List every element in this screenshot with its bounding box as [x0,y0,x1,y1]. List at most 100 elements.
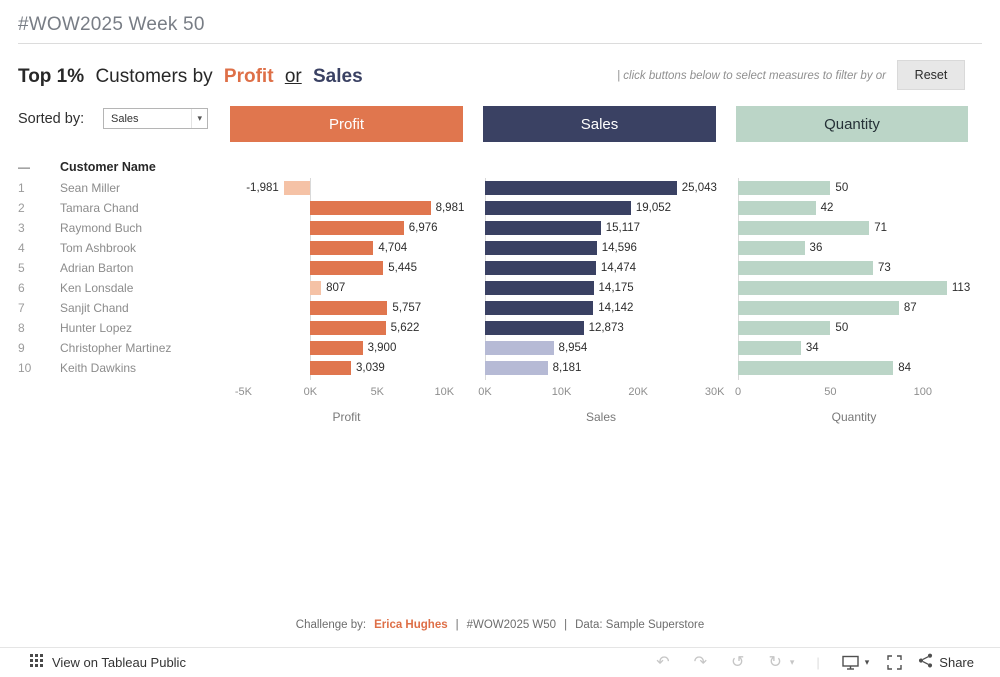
quantity-bar[interactable] [738,201,816,215]
sales-bar[interactable] [485,281,594,295]
profit-bar[interactable] [283,181,311,195]
sales-bar[interactable] [485,181,677,195]
device-layout-icon[interactable] [842,655,859,670]
title-customers-by: Customers by [95,66,213,87]
bar-value-label: 50 [835,322,849,334]
measure-button-profit[interactable]: Profit [230,106,463,142]
axis-tick-label: 0K [478,386,492,398]
reset-button[interactable]: Reset [897,60,965,90]
sales-bar[interactable] [485,201,631,215]
title-profit-word: Profit [223,66,274,87]
revert-icon[interactable]: ↺ [731,654,745,671]
quantity-bar[interactable] [738,321,831,335]
customer-name-cell[interactable]: Sean Miller [60,181,121,195]
table-row[interactable]: 8 Hunter Lopez [18,318,223,338]
table-row[interactable]: 1 Sean Miller [18,178,223,198]
axis-zero-line [738,178,739,380]
bar-value-label: 34 [805,342,819,354]
table-row[interactable]: 2 Tamara Chand [18,198,223,218]
measure-button-quantity[interactable]: Quantity [736,106,968,142]
table-row[interactable]: 10 Keith Dawkins [18,358,223,378]
sales-bar[interactable] [485,261,596,275]
profit-bar[interactable] [310,301,388,315]
quantity-chart: 50 42 71 36 73 113 87 50 34 84 0 50 100 Quantity [735,178,971,438]
sales-bar[interactable] [485,341,554,355]
bar-value-label: -1,981 [246,182,279,194]
sort-dropdown-value: Sales [111,112,139,125]
row-rank: 8 [18,321,25,335]
customer-name-cell[interactable]: Raymond Buch [60,221,143,235]
undo-icon[interactable]: ↶ [656,654,670,671]
quantity-bar[interactable] [738,301,899,315]
customer-name-cell[interactable]: Adrian Barton [60,261,134,275]
bar-value-label: 14,474 [600,262,636,274]
sales-bar[interactable] [485,321,584,335]
quantity-bar[interactable] [738,181,831,195]
chevron-down-icon[interactable]: ▾ [789,657,795,667]
bar-value-label: 50 [835,182,849,194]
bar-value-label: 14,142 [598,302,634,314]
table-row[interactable]: 5 Adrian Barton [18,258,223,278]
profit-bar[interactable] [310,201,431,215]
chevron-down-icon[interactable]: ▾ [864,657,870,667]
view-on-tableau-public-link[interactable]: View on Tableau Public [30,648,186,677]
profit-bar[interactable] [310,221,404,235]
measure-button-sales[interactable]: Sales [483,106,716,142]
footer-source: Data: Sample Superstore [575,619,705,631]
profit-bar[interactable] [310,261,384,275]
rank-column-header: — [18,160,30,174]
quantity-bar[interactable] [738,341,801,355]
bar-value-label: 3,039 [356,362,385,374]
customer-name-cell[interactable]: Christopher Martinez [60,341,172,355]
bar-value-label: 113 [951,282,971,294]
customer-name-cell[interactable]: Tom Ashbrook [60,241,137,255]
profit-bar[interactable] [310,361,352,375]
sales-chart: 25,043 19,052 15,117 14,596 14,474 14,175 14,1… [478,178,724,438]
quantity-bar[interactable] [738,361,894,375]
table-row[interactable]: 3 Raymond Buch [18,218,223,238]
row-rank: 1 [18,181,25,195]
profit-bar[interactable] [310,341,363,355]
customer-name-cell[interactable]: Keith Dawkins [60,361,137,375]
sales-bar[interactable] [485,301,594,315]
quantity-bar[interactable] [738,221,870,235]
profit-bar[interactable] [310,281,322,295]
table-row[interactable]: 9 Christopher Martinez [18,338,223,358]
table-row[interactable]: 4 Tom Ashbrook [18,238,223,258]
bar-value-label: 5,757 [392,302,422,314]
quantity-bar[interactable] [738,281,947,295]
sort-dropdown[interactable]: Sales ▾ [103,108,208,129]
customer-name-cell[interactable]: Hunter Lopez [60,321,133,335]
quantity-bar[interactable] [738,261,873,275]
fullscreen-icon[interactable] [887,655,902,670]
profit-bar[interactable] [310,321,386,335]
profit-bar[interactable] [310,241,374,255]
bar-value-label: 15,117 [605,222,641,234]
refresh-icon[interactable]: ↻ [768,654,782,671]
customer-name-cell[interactable]: Ken Lonsdale [60,281,134,295]
sales-bar[interactable] [485,221,601,235]
instruction-text: | click buttons below to select measures… [617,70,886,82]
table-row[interactable]: 7 Sanjit Chand [18,298,223,318]
toolbar-actions: ↶ ↷ ↺ ↻ ▾ | ▾ Share [656,648,974,677]
axis-title: Profit [332,410,361,424]
bar-value-label: 8,954 [558,342,588,354]
bar-value-label: 5,445 [388,262,418,274]
bar-value-label: 8,981 [435,202,465,214]
sales-bar[interactable] [485,241,597,255]
bar-value-label: 807 [326,282,346,294]
view-on-tableau-public-label: View on Tableau Public [52,655,186,670]
quantity-bar[interactable] [738,241,805,255]
row-rank: 4 [18,241,25,255]
axis-zero-line [310,178,312,380]
tableau-grid-icon [30,653,43,672]
table-row[interactable]: 6 Ken Lonsdale [18,278,223,298]
bar-value-label: 87 [903,302,917,314]
redo-icon[interactable]: ↷ [693,654,708,671]
footer-separator: | [455,619,459,631]
bar-value-label: 19,052 [635,202,672,214]
sales-bar[interactable] [485,361,548,375]
customer-name-cell[interactable]: Sanjit Chand [60,301,129,315]
customer-name-cell[interactable]: Tamara Chand [60,201,139,215]
share-button[interactable]: Share [918,653,974,673]
